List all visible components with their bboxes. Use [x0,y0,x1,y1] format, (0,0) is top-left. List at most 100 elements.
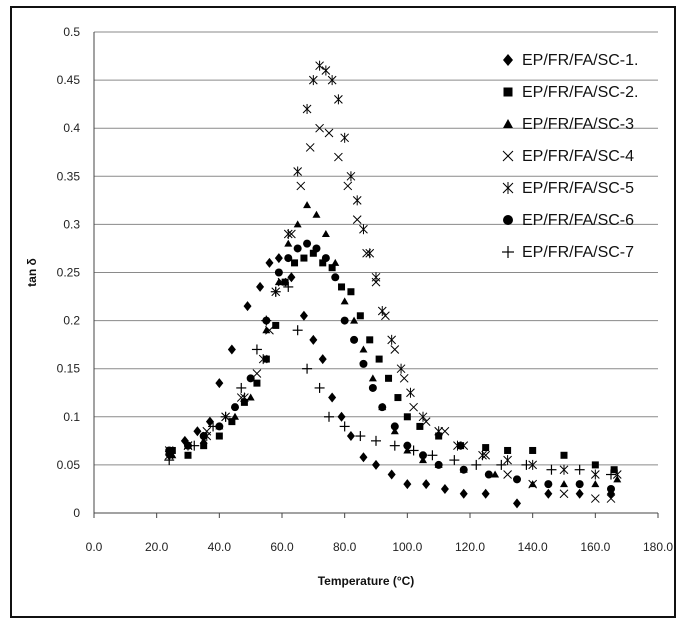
data-point [606,494,616,503]
y-tick-label: 0.1 [63,410,80,424]
data-point [387,334,397,345]
y-tick-label: 0.15 [57,362,81,376]
data-point [355,431,366,442]
data-point [503,455,512,466]
data-point [409,402,418,412]
legend-marker [503,119,513,128]
data-point [418,411,428,422]
legend-marker [503,54,513,66]
data-point [591,480,600,488]
data-point [199,432,208,441]
data-point [243,301,252,312]
data-point [389,440,400,451]
data-point [184,451,192,459]
x-tick-label: 180.0 [643,540,673,554]
legend-marker [503,87,513,97]
data-point [371,435,381,446]
data-point [606,469,616,480]
data-point [481,488,490,499]
data-point [607,484,615,493]
data-point [546,464,557,475]
data-point [293,220,302,228]
data-point [356,312,364,320]
legend-item: EP/FR/FA/SC-3 [503,116,634,133]
data-point [318,354,327,365]
data-point [199,436,208,444]
data-point [331,273,340,282]
y-tick-label: 0.35 [57,169,81,183]
data-point [165,446,174,455]
data-point [359,224,368,235]
data-point [246,393,255,401]
data-point [283,229,293,240]
y-tick-label: 0.45 [57,73,81,87]
data-point [302,103,312,114]
data-point [346,431,355,442]
data-point [449,455,460,466]
data-point [315,123,324,133]
data-point [366,336,374,344]
data-point [324,411,334,422]
data-point [189,440,200,451]
x-tick-label: 0.0 [86,540,103,554]
data-point [559,489,569,499]
data-point [200,442,208,450]
data-point [281,278,289,286]
data-point [300,254,308,262]
data-point [321,230,330,238]
data-point [314,382,325,393]
data-point [251,344,262,355]
data-point [312,210,321,218]
data-point [343,181,353,191]
x-tick-label: 20.0 [145,540,169,554]
data-point [240,392,249,403]
data-point [478,450,487,461]
legend-item: EP/FR/FA/SC-1. [503,52,638,69]
legend-label: EP/FR/FA/SC-5 [522,180,634,197]
data-point [372,459,380,470]
legend-item: EP/FR/FA/SC-7 [502,244,634,261]
data-point [378,403,387,412]
data-points [164,60,622,509]
y-axis-title: tan δ [25,258,39,287]
data-point [292,325,303,336]
legend-item: EP/FR/FA/SC-6 [503,212,634,229]
data-point [337,411,346,422]
data-point [321,65,331,76]
data-point [528,459,538,470]
data-point [459,465,468,474]
data-point [528,479,538,489]
legend-item: EP/FR/FA/SC-4 [502,148,634,165]
data-point [184,441,192,450]
data-point [303,201,312,209]
data-point [529,446,537,454]
data-point [231,412,239,420]
data-point [359,345,368,353]
x-tick-label: 120.0 [455,540,485,554]
legend-item: EP/FR/FA/SC-2. [503,84,638,101]
data-point [403,441,412,450]
data-point [359,359,368,368]
chart-frame: 0 0.05 0.1 0.15 0.2 0.25 0.3 0.35 0.4 0.45 0.5 0.0… [10,6,676,618]
data-point [434,460,443,469]
y-tick-label: 0 [73,506,80,520]
data-point [440,426,450,436]
legend-marker [502,246,514,258]
data-point [385,374,393,382]
data-point [371,272,381,283]
data-point [359,452,368,463]
legend-label: EP/FR/FA/SC-1. [522,52,638,69]
y-tick-label: 0.05 [57,458,81,472]
data-point [459,441,469,451]
legend-marker [503,215,513,225]
data-point [457,442,465,450]
data-point [338,283,346,291]
data-point [270,286,281,297]
data-point [328,392,337,403]
data-point [265,325,274,335]
data-point [293,244,302,253]
x-tick-label: 80.0 [333,540,357,554]
data-point [484,470,493,479]
y-tick-label: 0.5 [63,25,80,39]
data-point [262,355,270,363]
